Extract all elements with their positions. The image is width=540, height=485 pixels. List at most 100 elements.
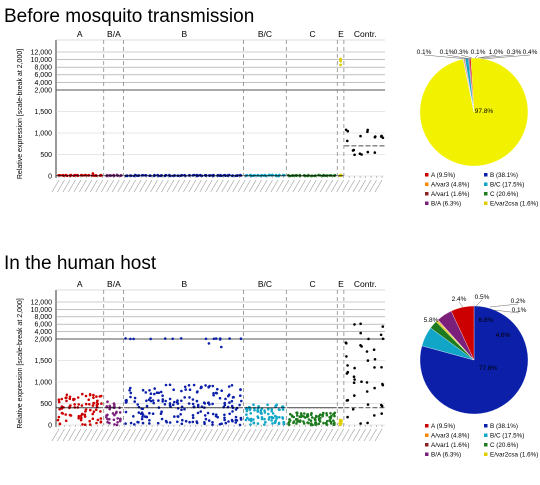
data-point	[294, 174, 298, 177]
data-point	[136, 420, 139, 424]
x-tick-label	[106, 428, 115, 442]
data-point	[203, 406, 206, 409]
data-point	[159, 174, 163, 178]
data-point	[113, 405, 116, 409]
data-point	[249, 412, 252, 415]
x-tick-label	[90, 428, 98, 442]
pie-slice	[437, 310, 475, 361]
data-point	[83, 173, 87, 177]
data-point	[245, 409, 249, 413]
data-point	[105, 414, 108, 418]
x-tick-label	[51, 179, 60, 193]
x-tick-label	[319, 428, 328, 442]
data-point	[95, 421, 98, 425]
data-point	[310, 416, 314, 419]
data-point	[290, 174, 294, 178]
data-point	[231, 174, 234, 177]
data-point	[157, 399, 160, 402]
data-point	[81, 392, 84, 396]
data-point	[329, 174, 333, 177]
data-point	[288, 418, 291, 421]
data-point	[147, 398, 151, 402]
data-point	[249, 417, 253, 421]
data-point	[220, 174, 223, 178]
data-point	[112, 174, 115, 177]
data-point	[298, 419, 301, 423]
x-tick-label	[336, 179, 344, 193]
data-point	[333, 174, 336, 177]
x-tick-label	[215, 428, 224, 442]
data-point	[256, 173, 260, 177]
data-point	[260, 412, 263, 415]
data-point	[307, 418, 311, 421]
data-point	[80, 412, 84, 416]
data-point	[125, 399, 128, 402]
data-point	[295, 174, 298, 177]
y-tick-label: 4,000	[34, 80, 52, 87]
data-point	[292, 421, 295, 425]
data-point	[339, 59, 342, 63]
data-points	[56, 57, 385, 178]
x-tick-label	[226, 428, 235, 442]
data-point	[339, 423, 342, 427]
data-point	[310, 174, 313, 178]
data-point	[119, 174, 122, 178]
data-point	[281, 408, 285, 411]
data-point	[340, 419, 344, 423]
data-point	[294, 418, 298, 421]
data-point	[260, 417, 264, 421]
data-point	[112, 173, 116, 177]
data-point	[203, 173, 207, 177]
data-point	[314, 418, 317, 422]
data-point	[149, 174, 152, 177]
data-point	[175, 400, 179, 404]
data-point	[215, 391, 218, 395]
data-point	[333, 421, 336, 425]
legend-swatch	[425, 443, 429, 447]
data-point	[191, 174, 195, 177]
data-point	[105, 174, 109, 178]
data-point	[73, 397, 76, 401]
data-point	[271, 173, 274, 177]
data-point	[180, 408, 183, 412]
data-point	[157, 174, 160, 178]
x-tick-label	[117, 428, 125, 442]
data-point	[214, 391, 218, 395]
data-point	[106, 400, 109, 404]
data-point	[228, 173, 231, 177]
data-point	[58, 174, 61, 177]
legend-swatch	[484, 443, 488, 447]
pie-slice-label: 0.1%	[512, 307, 527, 314]
x-tick-label	[374, 179, 383, 193]
data-point	[83, 173, 87, 177]
pie-leader	[489, 303, 519, 308]
x-tick-label	[248, 179, 257, 193]
legend-entry: C (20.6%)	[490, 442, 518, 449]
data-point	[309, 419, 313, 423]
y-tick-label: 2,000	[34, 336, 52, 343]
data-point	[287, 173, 290, 177]
data-point	[271, 422, 274, 425]
data-point	[249, 423, 252, 426]
data-point	[353, 366, 356, 370]
x-tick-label	[221, 179, 229, 193]
data-point	[307, 174, 310, 178]
data-point	[298, 420, 302, 424]
data-point	[136, 174, 139, 177]
x-tick-label	[68, 179, 76, 193]
data-point	[72, 174, 76, 177]
data-point	[208, 174, 211, 177]
data-point	[91, 172, 95, 175]
data-point	[153, 387, 156, 390]
data-point	[277, 421, 281, 425]
data-point	[168, 403, 172, 407]
data-point	[345, 372, 349, 375]
group-label: B/A	[107, 279, 121, 289]
pie-slice	[464, 58, 475, 113]
data-point	[359, 322, 362, 326]
data-point	[346, 398, 350, 402]
data-point	[223, 401, 226, 405]
pie-slice-label: 0.2%	[511, 298, 526, 305]
data-point	[256, 410, 260, 413]
x-tick-label	[84, 179, 93, 193]
